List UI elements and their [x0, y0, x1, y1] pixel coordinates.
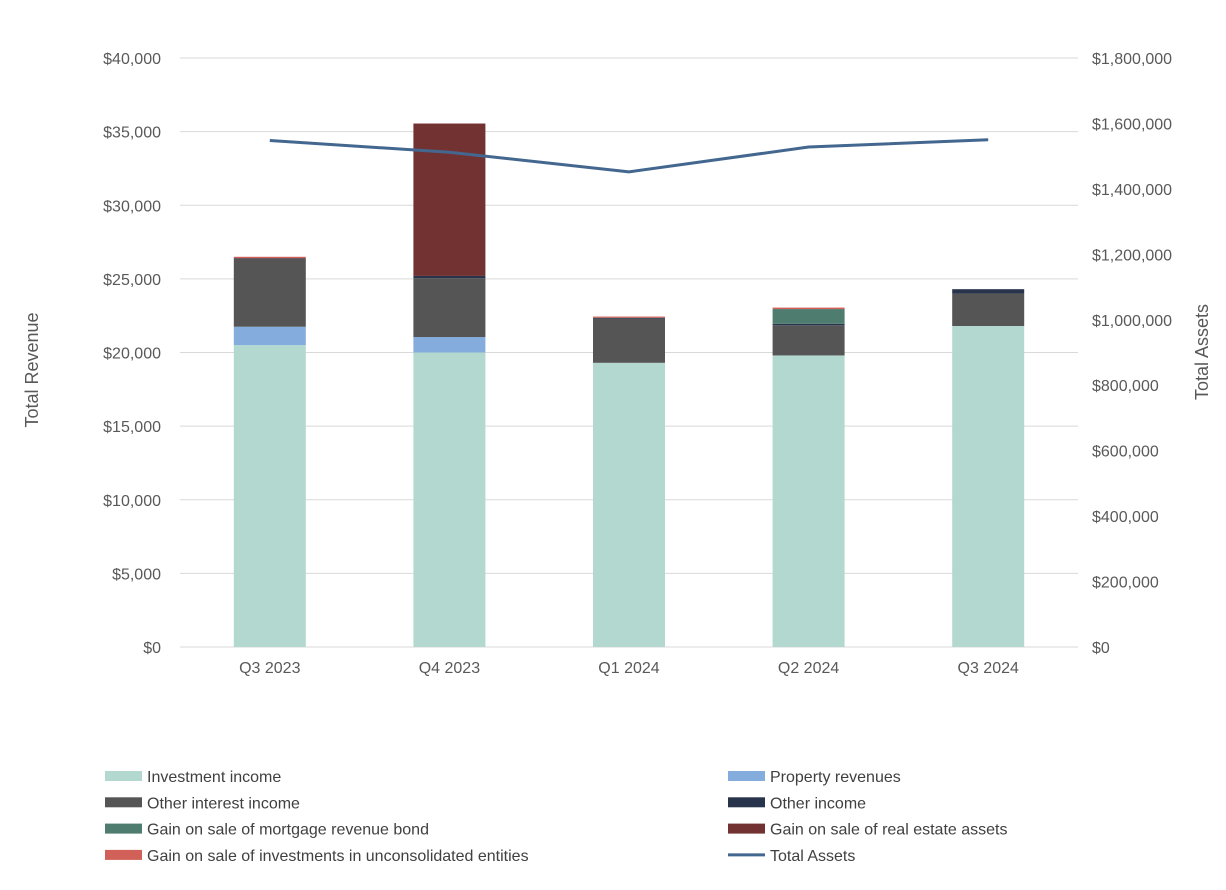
bar-gain-on-sale-of-mortgage-revenue-bond: [772, 309, 845, 324]
legend-label-investment-income: Investment income: [147, 769, 281, 786]
x-tick-label: Q3 2024: [958, 660, 1019, 677]
bar-gain-on-sale-of-investments-in-unconsolidated-entities: [233, 256, 306, 259]
legend-label-gain-on-sale-of-real-estate-assets: Gain on sale of real estate assets: [770, 822, 1007, 839]
x-tick-label: Q4 2023: [419, 660, 480, 677]
y-tick-label: $20,000: [103, 346, 161, 363]
x-tick-label: Q2 2024: [778, 660, 839, 677]
bar-other-income: [952, 289, 1025, 294]
y2-tick-label: $800,000: [1092, 378, 1159, 395]
legend-swatch-gain-on-sale-of-real-estate-assets: [728, 823, 765, 834]
bar-other-interest-income: [413, 278, 486, 338]
y-tick-label: $40,000: [103, 51, 161, 68]
y-tick-label: $25,000: [103, 272, 161, 289]
bar-other-interest-income: [952, 293, 1025, 326]
y2-tick-label: $1,400,000: [1092, 182, 1172, 199]
bar-other-income: [772, 323, 845, 326]
y2-tick-label: $1,200,000: [1092, 247, 1172, 264]
legend-swatch-gain-on-sale-of-investments-in-unconsolidated-entities: [105, 849, 142, 860]
y-tick-label: $5,000: [112, 566, 161, 583]
legend-label-property-revenues: Property revenues: [770, 769, 901, 786]
y2-tick-label: $200,000: [1092, 575, 1159, 592]
legend-label-total-assets: Total Assets: [770, 848, 855, 865]
y-tick-label: $10,000: [103, 493, 161, 510]
bar-gain-on-sale-of-investments-in-unconsolidated-entities: [593, 316, 665, 318]
bar-gain-on-sale-of-investments-in-unconsolidated-entities: [772, 307, 845, 310]
bar-investment-income: [593, 362, 665, 647]
y2-tick-label: $1,600,000: [1092, 116, 1172, 133]
legend-label-gain-on-sale-of-mortgage-revenue-bond: Gain on sale of mortgage revenue bond: [147, 822, 429, 839]
y-axis-title: Total Revenue: [22, 312, 42, 427]
legend-swatch-property-revenues: [728, 771, 765, 781]
y2-tick-label: $400,000: [1092, 509, 1159, 526]
stacked-bars: [233, 123, 1025, 647]
legend-swatch-other-interest-income: [105, 797, 142, 808]
bar-investment-income: [772, 355, 845, 647]
y2-tick-label: $0: [1092, 640, 1110, 657]
axis-ticks: $0 $5,000 $10,000 $15,000 $20,000 $25,000 $30,…: [103, 51, 1172, 677]
bar-gain-on-sale-of-real-estate-assets: [413, 123, 486, 276]
legend-swatch-other-income: [728, 797, 765, 808]
y-tick-label: $35,000: [103, 125, 161, 142]
legend-label-other-interest-income: Other interest income: [147, 795, 300, 812]
bar-other-income: [233, 258, 306, 259]
y2-tick-label: $1,000,000: [1092, 313, 1172, 330]
y2-axis-title: Total Assets: [1192, 304, 1212, 400]
bar-other-interest-income: [593, 318, 665, 363]
y-tick-label: $30,000: [103, 198, 161, 215]
legend-label-gain-on-sale-of-investments-in-unconsolidated-entities: Gain on sale of investments in unconsoli…: [147, 848, 529, 865]
total-assets-line: [269, 138, 989, 174]
bar-other-interest-income: [233, 258, 306, 327]
y2-tick-label: $1,800,000: [1092, 51, 1172, 68]
y2-tick-label: $600,000: [1092, 444, 1159, 461]
x-tick-label: Q1 2024: [598, 660, 659, 677]
legend-swatch-investment-income: [105, 771, 142, 781]
bar-other-income: [593, 317, 665, 319]
bar-investment-income: [413, 352, 486, 647]
bar-property-revenues: [413, 337, 486, 353]
legend: Investment income Property revenues Other …: [105, 769, 1007, 865]
bar-investment-income: [952, 325, 1025, 647]
x-tick-label: Q3 2023: [239, 660, 300, 677]
bar-other-income: [413, 275, 486, 279]
y-tick-label: $15,000: [103, 419, 161, 436]
legend-swatch-gain-on-sale-of-mortgage-revenue-bond: [105, 823, 142, 834]
bar-investment-income: [233, 345, 306, 647]
bar-other-interest-income: [772, 325, 845, 356]
legend-label-other-income: Other income: [770, 795, 866, 812]
y-tick-label: $0: [143, 640, 161, 657]
bar-property-revenues: [233, 326, 306, 346]
total-assets-line-group: [269, 138, 989, 174]
